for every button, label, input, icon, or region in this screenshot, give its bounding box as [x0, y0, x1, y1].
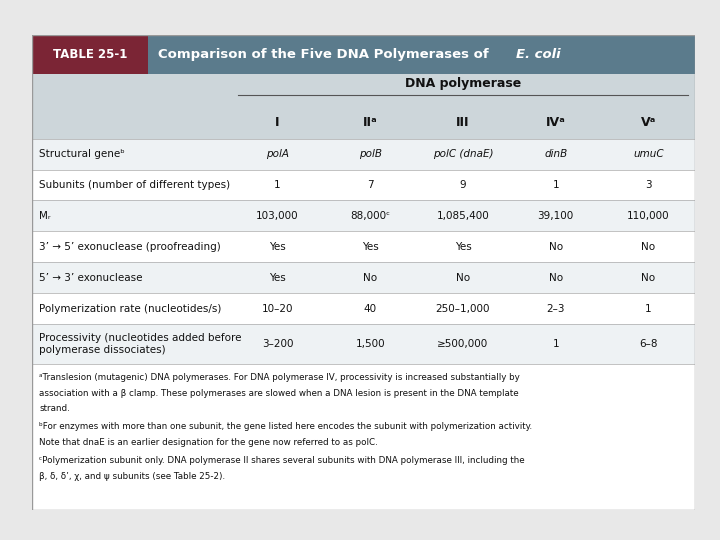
Text: Yes: Yes	[269, 273, 286, 282]
Text: 6–8: 6–8	[639, 339, 657, 349]
Text: umuC: umuC	[633, 149, 664, 159]
Bar	[32, 170, 695, 200]
Text: strand.: strand.	[39, 404, 70, 413]
Text: 1,500: 1,500	[356, 339, 385, 349]
Text: I: I	[275, 116, 280, 129]
Text: 39,100: 39,100	[538, 211, 574, 221]
Text: 1: 1	[552, 339, 559, 349]
Bar	[32, 293, 695, 324]
Bar	[148, 35, 695, 74]
Text: No: No	[363, 273, 377, 282]
Text: 110,000: 110,000	[627, 211, 670, 221]
Text: 3–200: 3–200	[262, 339, 293, 349]
Text: Note that dnaE is an earlier designation for the gene now referred to as polC.: Note that dnaE is an earlier designation…	[39, 438, 378, 447]
Text: IVᵃ: IVᵃ	[546, 116, 566, 129]
Text: 9: 9	[459, 180, 467, 190]
Text: No: No	[456, 273, 470, 282]
Text: Yes: Yes	[269, 242, 286, 252]
Text: 3’ → 5’ exonuclease (proofreading): 3’ → 5’ exonuclease (proofreading)	[39, 242, 221, 252]
Text: DNA polymerase: DNA polymerase	[405, 77, 521, 90]
Bar	[32, 200, 695, 231]
Bar	[32, 35, 148, 74]
Text: Vᵃ: Vᵃ	[641, 116, 656, 129]
Text: 3: 3	[645, 180, 652, 190]
Text: 5’ → 3’ exonuclease: 5’ → 3’ exonuclease	[39, 273, 143, 282]
Text: 2–3: 2–3	[546, 303, 565, 314]
Text: Yes: Yes	[362, 242, 379, 252]
Text: Comparison of the Five DNA Polymerases of: Comparison of the Five DNA Polymerases o…	[158, 48, 494, 61]
Text: 250–1,000: 250–1,000	[436, 303, 490, 314]
Bar	[32, 262, 695, 293]
Bar	[32, 231, 695, 262]
Text: No: No	[549, 242, 563, 252]
Text: Mᵣ: Mᵣ	[39, 211, 50, 221]
Text: IIᵃ: IIᵃ	[363, 116, 377, 129]
Text: 1,085,400: 1,085,400	[436, 211, 490, 221]
Text: polB: polB	[359, 149, 382, 159]
Bar	[32, 364, 695, 510]
Text: Processivity (nucleotides added before
polymerase dissociates): Processivity (nucleotides added before p…	[39, 333, 241, 355]
Text: polA: polA	[266, 149, 289, 159]
Text: Polymerization rate (nucleotides/s): Polymerization rate (nucleotides/s)	[39, 303, 221, 314]
Text: III: III	[456, 116, 469, 129]
Text: 10–20: 10–20	[262, 303, 293, 314]
Bar	[32, 74, 695, 106]
Text: 7: 7	[367, 180, 374, 190]
Text: dinB: dinB	[544, 149, 567, 159]
Text: β, δ, δ’, χ, and ψ subunits (see Table 25-2).: β, δ, δ’, χ, and ψ subunits (see Table 2…	[39, 472, 225, 481]
Text: ᶜPolymerization subunit only. DNA polymerase II shares several subunits with DNA: ᶜPolymerization subunit only. DNA polyme…	[39, 456, 525, 465]
Text: ≥500,000: ≥500,000	[437, 339, 489, 349]
Text: 1: 1	[552, 180, 559, 190]
Bar	[32, 324, 695, 365]
Text: 40: 40	[364, 303, 377, 314]
Text: ᵃTranslesion (mutagenic) DNA polymerases. For DNA polymerase IV, processivity is: ᵃTranslesion (mutagenic) DNA polymerases…	[39, 373, 520, 382]
Text: 1: 1	[645, 303, 652, 314]
Text: 1: 1	[274, 180, 281, 190]
Bar	[32, 106, 695, 139]
Text: No: No	[642, 242, 655, 252]
Text: E. coli: E. coli	[516, 48, 561, 61]
Bar	[32, 139, 695, 170]
Text: Subunits (number of different types): Subunits (number of different types)	[39, 180, 230, 190]
Text: 103,000: 103,000	[256, 211, 299, 221]
Text: ᵇFor enzymes with more than one subunit, the gene listed here encodes the subuni: ᵇFor enzymes with more than one subunit,…	[39, 422, 532, 431]
Text: Structural geneᵇ: Structural geneᵇ	[39, 149, 125, 159]
Text: 88,000ᶜ: 88,000ᶜ	[350, 211, 390, 221]
Text: Yes: Yes	[454, 242, 472, 252]
Text: polC (dnaE): polC (dnaE)	[433, 149, 493, 159]
Text: association with a β clamp. These polymerases are slowed when a DNA lesion is pr: association with a β clamp. These polyme…	[39, 389, 518, 397]
Text: No: No	[549, 273, 563, 282]
Text: TABLE 25-1: TABLE 25-1	[53, 48, 127, 61]
Text: No: No	[642, 273, 655, 282]
